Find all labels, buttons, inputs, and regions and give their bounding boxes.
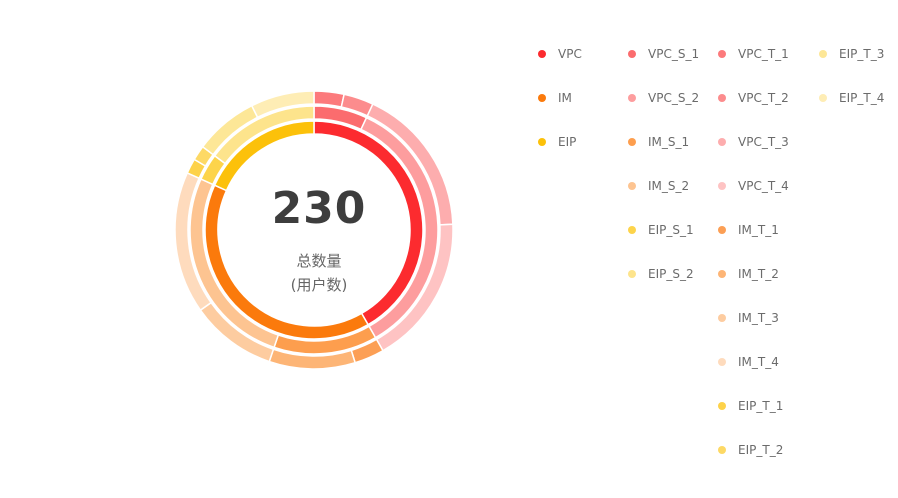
legend-marker-icon: [538, 94, 546, 102]
legend-marker-icon: [718, 314, 726, 322]
legend-item-vpc-s-1[interactable]: VPC_S_1: [628, 46, 699, 62]
legend-label: VPC_T_3: [738, 135, 789, 149]
legend-marker-icon: [718, 402, 726, 410]
legend-marker-icon: [718, 358, 726, 366]
legend-item-vpc-t-2[interactable]: VPC_T_2: [718, 90, 789, 106]
legend-label: EIP_T_1: [738, 399, 784, 413]
legend-marker-icon: [718, 270, 726, 278]
legend-item-eip-t-4[interactable]: EIP_T_4: [819, 90, 884, 106]
legend-marker-icon: [628, 270, 636, 278]
legend-item-eip[interactable]: EIP: [538, 134, 576, 150]
legend-label: VPC_T_2: [738, 91, 789, 105]
legend-label: IM: [558, 91, 572, 105]
legend-item-vpc[interactable]: VPC: [538, 46, 582, 62]
legend-label: VPC: [558, 47, 582, 61]
legend-label: VPC_T_1: [738, 47, 789, 61]
legend-label: IM_S_2: [648, 179, 690, 193]
legend-label: IM_T_2: [738, 267, 779, 281]
donut-slice-eip-s-2[interactable]: [213, 105, 315, 165]
legend-item-im-t-2[interactable]: IM_T_2: [718, 266, 779, 282]
legend-label: IM_T_1: [738, 223, 779, 237]
center-label-line2: (用户数): [290, 276, 348, 294]
legend-item-im-t-4[interactable]: IM_T_4: [718, 354, 779, 370]
legend-marker-icon: [628, 94, 636, 102]
legend-marker-icon: [718, 50, 726, 58]
legend-item-eip-t-2[interactable]: EIP_T_2: [718, 442, 783, 458]
legend-item-vpc-s-2[interactable]: VPC_S_2: [628, 90, 699, 106]
legend-marker-icon: [718, 182, 726, 190]
legend-marker-icon: [628, 226, 636, 234]
donut-slice-eip[interactable]: [213, 120, 315, 192]
legend-label: IM_T_3: [738, 311, 779, 325]
legend-item-eip-t-3[interactable]: EIP_T_3: [819, 46, 884, 62]
legend-label: IM_S_1: [648, 135, 690, 149]
legend-item-vpc-t-1[interactable]: VPC_T_1: [718, 46, 789, 62]
legend-label: VPC_T_4: [738, 179, 789, 193]
legend-marker-icon: [538, 138, 546, 146]
center-total-value: 230: [271, 183, 367, 234]
legend-label: EIP_T_2: [738, 443, 784, 457]
legend-marker-icon: [718, 226, 726, 234]
legend-label: EIP_S_2: [648, 267, 694, 281]
legend-item-im[interactable]: IM: [538, 90, 572, 106]
legend-marker-icon: [718, 138, 726, 146]
legend-label: EIP_T_4: [839, 91, 885, 105]
legend-marker-icon: [718, 94, 726, 102]
legend-item-im-t-3[interactable]: IM_T_3: [718, 310, 779, 326]
legend-marker-icon: [628, 50, 636, 58]
legend-item-im-s-1[interactable]: IM_S_1: [628, 134, 689, 150]
legend-label: VPC_S_2: [648, 91, 700, 105]
donut-slice-eip-t-4[interactable]: [250, 90, 315, 119]
legend-label: EIP: [558, 135, 577, 149]
legend-label: EIP_T_3: [839, 47, 885, 61]
legend-item-vpc-t-4[interactable]: VPC_T_4: [718, 178, 789, 194]
legend-item-im-s-2[interactable]: IM_S_2: [628, 178, 689, 194]
legend-label: EIP_S_1: [648, 223, 694, 237]
legend-label: IM_T_4: [738, 355, 779, 369]
legend-item-eip-t-1[interactable]: EIP_T_1: [718, 398, 783, 414]
donut-slice-vpc-t-1[interactable]: [313, 90, 346, 108]
legend-label: VPC_S_1: [648, 47, 700, 61]
legend-marker-icon: [538, 50, 546, 58]
legend-item-im-t-1[interactable]: IM_T_1: [718, 222, 779, 238]
legend-marker-icon: [628, 182, 636, 190]
legend-item-eip-s-2[interactable]: EIP_S_2: [628, 266, 694, 282]
legend-marker-icon: [819, 94, 827, 102]
legend-marker-icon: [628, 138, 636, 146]
legend-marker-icon: [819, 50, 827, 58]
legend-marker-icon: [718, 446, 726, 454]
legend-item-vpc-t-3[interactable]: VPC_T_3: [718, 134, 789, 150]
legend-item-eip-s-1[interactable]: EIP_S_1: [628, 222, 694, 238]
center-label-line1: 总数量: [296, 252, 342, 270]
